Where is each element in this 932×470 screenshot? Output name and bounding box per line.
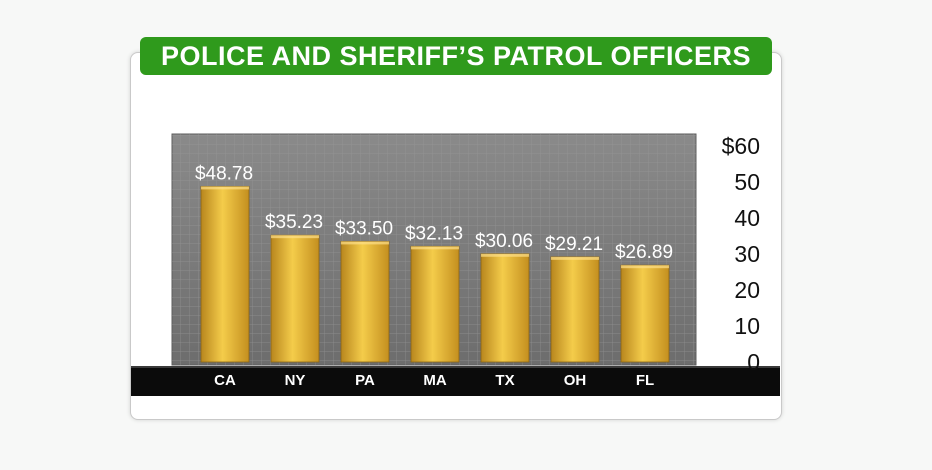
value-label-fl: $26.89: [615, 242, 673, 263]
bar-highlight: [341, 241, 389, 245]
x-tick-label-tx: TX: [495, 372, 514, 389]
value-label-ny: $35.23: [265, 212, 323, 233]
chart-title: POLICE AND SHERIFF’S PATROL OFFICERS: [140, 37, 772, 75]
x-tick-label-fl: FL: [636, 372, 654, 389]
y-tick-label-60: $60: [722, 133, 760, 159]
bar-highlight: [271, 235, 319, 239]
bar-tx: [480, 253, 530, 363]
y-tick-label-50: 50: [734, 169, 760, 195]
y-tick-label-0: 0: [747, 349, 760, 375]
x-axis-band: [131, 366, 780, 396]
bar-oh: [550, 256, 600, 363]
y-tick-label-30: 30: [734, 241, 760, 267]
bar-ny: [270, 234, 320, 363]
x-tick-label-pa: PA: [355, 372, 375, 389]
value-label-ca: $48.78: [195, 163, 253, 184]
bar-fl: [620, 264, 670, 363]
bar-highlight: [551, 256, 599, 260]
y-tick-labels: 0 10 20 30 40 50 $60: [722, 133, 760, 375]
value-label-tx: $30.06: [475, 231, 533, 252]
y-tick-label-10: 10: [734, 313, 760, 339]
bar-ca: [200, 185, 250, 363]
bar-highlight: [481, 253, 529, 257]
value-labels-group: $48.78 $35.23 $33.50 $32.13 $30.06 $29.21 $26.…: [195, 163, 673, 263]
x-tick-label-ca: CA: [214, 372, 236, 389]
bar-highlight: [201, 186, 249, 190]
value-label-ma: $32.13: [405, 223, 463, 244]
bar-highlight: [621, 265, 669, 269]
x-tick-label-oh: OH: [564, 372, 587, 389]
value-label-pa: $33.50: [335, 218, 393, 239]
x-axis-band-edge: [131, 366, 780, 368]
x-tick-labels: CA NY PA MA TX OH FL: [214, 372, 654, 389]
y-tick-label-20: 20: [734, 277, 760, 303]
x-tick-label-ma: MA: [423, 372, 446, 389]
bars-group: [200, 185, 670, 363]
bar-ma: [410, 245, 460, 363]
bar-highlight: [411, 246, 459, 250]
x-tick-label-ny: NY: [285, 372, 306, 389]
y-tick-label-40: 40: [734, 205, 760, 231]
x-axis-band-bg: [131, 366, 780, 396]
value-label-oh: $29.21: [545, 234, 603, 255]
bar-pa: [340, 240, 390, 363]
